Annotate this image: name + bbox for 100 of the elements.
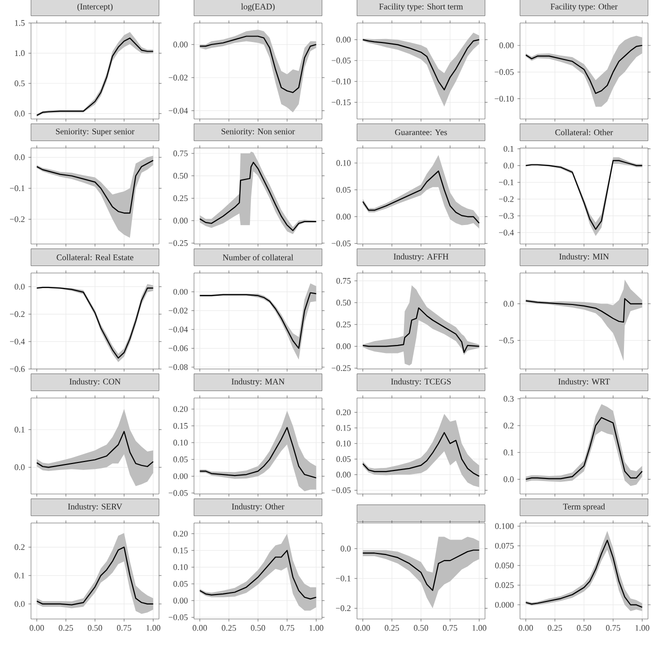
x-tick-label: 0.50 [576, 625, 592, 631]
x-tick-label: 1.00 [310, 625, 324, 631]
y-tick-label: 0.5 [14, 80, 25, 86]
x-tick-label: 1.00 [472, 625, 486, 631]
y-tick-label: 0.050 [495, 562, 514, 568]
y-tick-label: 0.00 [336, 36, 351, 43]
y-tick-label: −0.5 [498, 338, 514, 344]
line-series [362, 39, 480, 90]
x-tick-label: 0.75 [116, 625, 132, 631]
chart-title: Industry: Other [232, 503, 284, 512]
y-tick-label: 0.1 [504, 146, 514, 152]
y-tick-label: 0.025 [495, 582, 514, 588]
y-tick-label: 0.0 [14, 110, 25, 116]
y-tick-label: 0.10 [173, 440, 188, 446]
y-tick-label: −0.25 [168, 240, 188, 246]
y-tick-label: −0.1 [498, 179, 514, 186]
y-tick-label: 0.10 [336, 160, 351, 166]
y-tick-label: −0.3 [498, 212, 514, 219]
y-tick-label: 0.00 [173, 598, 188, 604]
y-tick-label: −0.25 [332, 365, 351, 372]
y-tick-label: 0.00 [499, 42, 514, 48]
y-tick-label: 0.00 [336, 472, 351, 478]
y-tick-label: 0.1 [14, 426, 24, 433]
y-tick-label: 0.20 [173, 530, 188, 537]
y-tick-label: 0.25 [173, 195, 188, 202]
y-tick-label: −0.05 [168, 614, 188, 620]
y-tick-label: −0.4 [10, 338, 25, 344]
x-tick-label: 1.00 [146, 625, 160, 631]
chart-title: Industry: AFFH [394, 253, 448, 262]
line-series [525, 298, 643, 323]
y-tick-label: −0.05 [332, 240, 351, 246]
x-tick-label: 0.25 [222, 625, 236, 631]
y-tick-label: 0.75 [173, 150, 188, 156]
x-tick-label: 0.00 [356, 625, 370, 631]
y-tick-label: 0.2 [504, 422, 514, 429]
x-tick-label: 0.50 [250, 625, 266, 631]
y-tick-label: 0.20 [173, 406, 188, 412]
y-tick-label: 0.2 [14, 544, 24, 550]
y-tick-label: 0.05 [336, 186, 351, 193]
chart-title: Industry: MAN [232, 378, 284, 386]
y-tick-label: 0.0 [340, 546, 351, 552]
x-tick-label: 0.50 [88, 625, 102, 631]
y-tick-label: −0.2 [10, 311, 24, 318]
y-tick-label: −0.05 [332, 58, 351, 64]
chart-title: (Intercept) [77, 3, 113, 12]
y-tick-label: 0.50 [336, 300, 351, 306]
chart-title: Facility type: Other [550, 3, 618, 12]
chart-title: Industry: CON [70, 378, 121, 386]
y-tick-label: 0.0 [14, 284, 25, 290]
y-tick-label: 0.05 [336, 456, 351, 462]
y-tick-label: −0.05 [494, 69, 514, 75]
x-tick-label: 0.00 [192, 625, 207, 631]
y-tick-label: 0.75 [336, 278, 351, 284]
y-tick-label: −0.10 [494, 96, 514, 102]
y-tick-label: 0.00 [336, 343, 351, 350]
chart-title: Facility type: Short term [379, 3, 463, 12]
y-tick-label: 0.0 [14, 601, 25, 607]
y-tick-label: −0.1 [336, 576, 350, 582]
y-tick-label: 0.0 [504, 476, 514, 482]
y-tick-label: 0.3 [504, 396, 514, 402]
y-tick-label: −0.04 [168, 326, 188, 332]
y-tick-label: 0.0 [14, 464, 25, 470]
x-tick-label: 0.25 [548, 625, 562, 631]
chart-title: Seniority: Non senior [222, 128, 295, 136]
x-tick-label: 0.00 [30, 625, 44, 631]
chart-title: Industry: WRT [558, 378, 610, 386]
y-tick-label: −0.04 [168, 108, 188, 114]
x-tick-label: 0.50 [414, 625, 428, 631]
y-tick-label: 0.0 [504, 300, 514, 307]
chart-title: Collateral: Real Estate [56, 254, 134, 260]
y-tick-label: 0.15 [173, 422, 188, 429]
y-tick-label: 0.15 [336, 425, 351, 431]
chart-title: Collateral: Other [555, 129, 613, 136]
x-tick-label: 0.75 [606, 625, 620, 631]
y-tick-label: 0.50 [173, 172, 188, 179]
y-tick-label: 0.15 [173, 548, 188, 554]
y-tick-label: 0.05 [173, 581, 188, 587]
y-tick-label: −0.05 [332, 487, 351, 494]
chart-title: Industry: TCEGS [391, 378, 451, 386]
chart-title: Industry: MIN [559, 253, 609, 262]
x-tick-label: 0.75 [442, 625, 458, 631]
x-tick-label: 1.00 [636, 625, 650, 631]
chart-title: log(EAD) [241, 3, 275, 12]
y-tick-label: −0.6 [10, 366, 25, 372]
y-tick-label: −0.4 [498, 230, 514, 236]
y-tick-label: 0.10 [173, 564, 188, 570]
x-tick-label: 0.25 [58, 625, 74, 631]
x-tick-label: 0.00 [518, 625, 533, 631]
y-tick-label: 0.00 [173, 473, 188, 480]
y-tick-label: 0.1 [14, 572, 24, 578]
y-tick-label: −0.1 [10, 185, 24, 192]
y-tick-label: 0.0 [504, 162, 514, 168]
y-tick-label: −0.02 [168, 74, 188, 81]
y-tick-label: −0.02 [168, 308, 188, 314]
y-tick-label: −0.2 [10, 216, 24, 222]
chart-title: Guarantee: Yes [395, 129, 447, 136]
y-tick-label: 0.0 [14, 154, 25, 160]
y-tick-label: 0.20 [336, 409, 351, 416]
y-tick-label: −0.2 [498, 196, 514, 202]
chart-title: Term spread [563, 503, 605, 512]
